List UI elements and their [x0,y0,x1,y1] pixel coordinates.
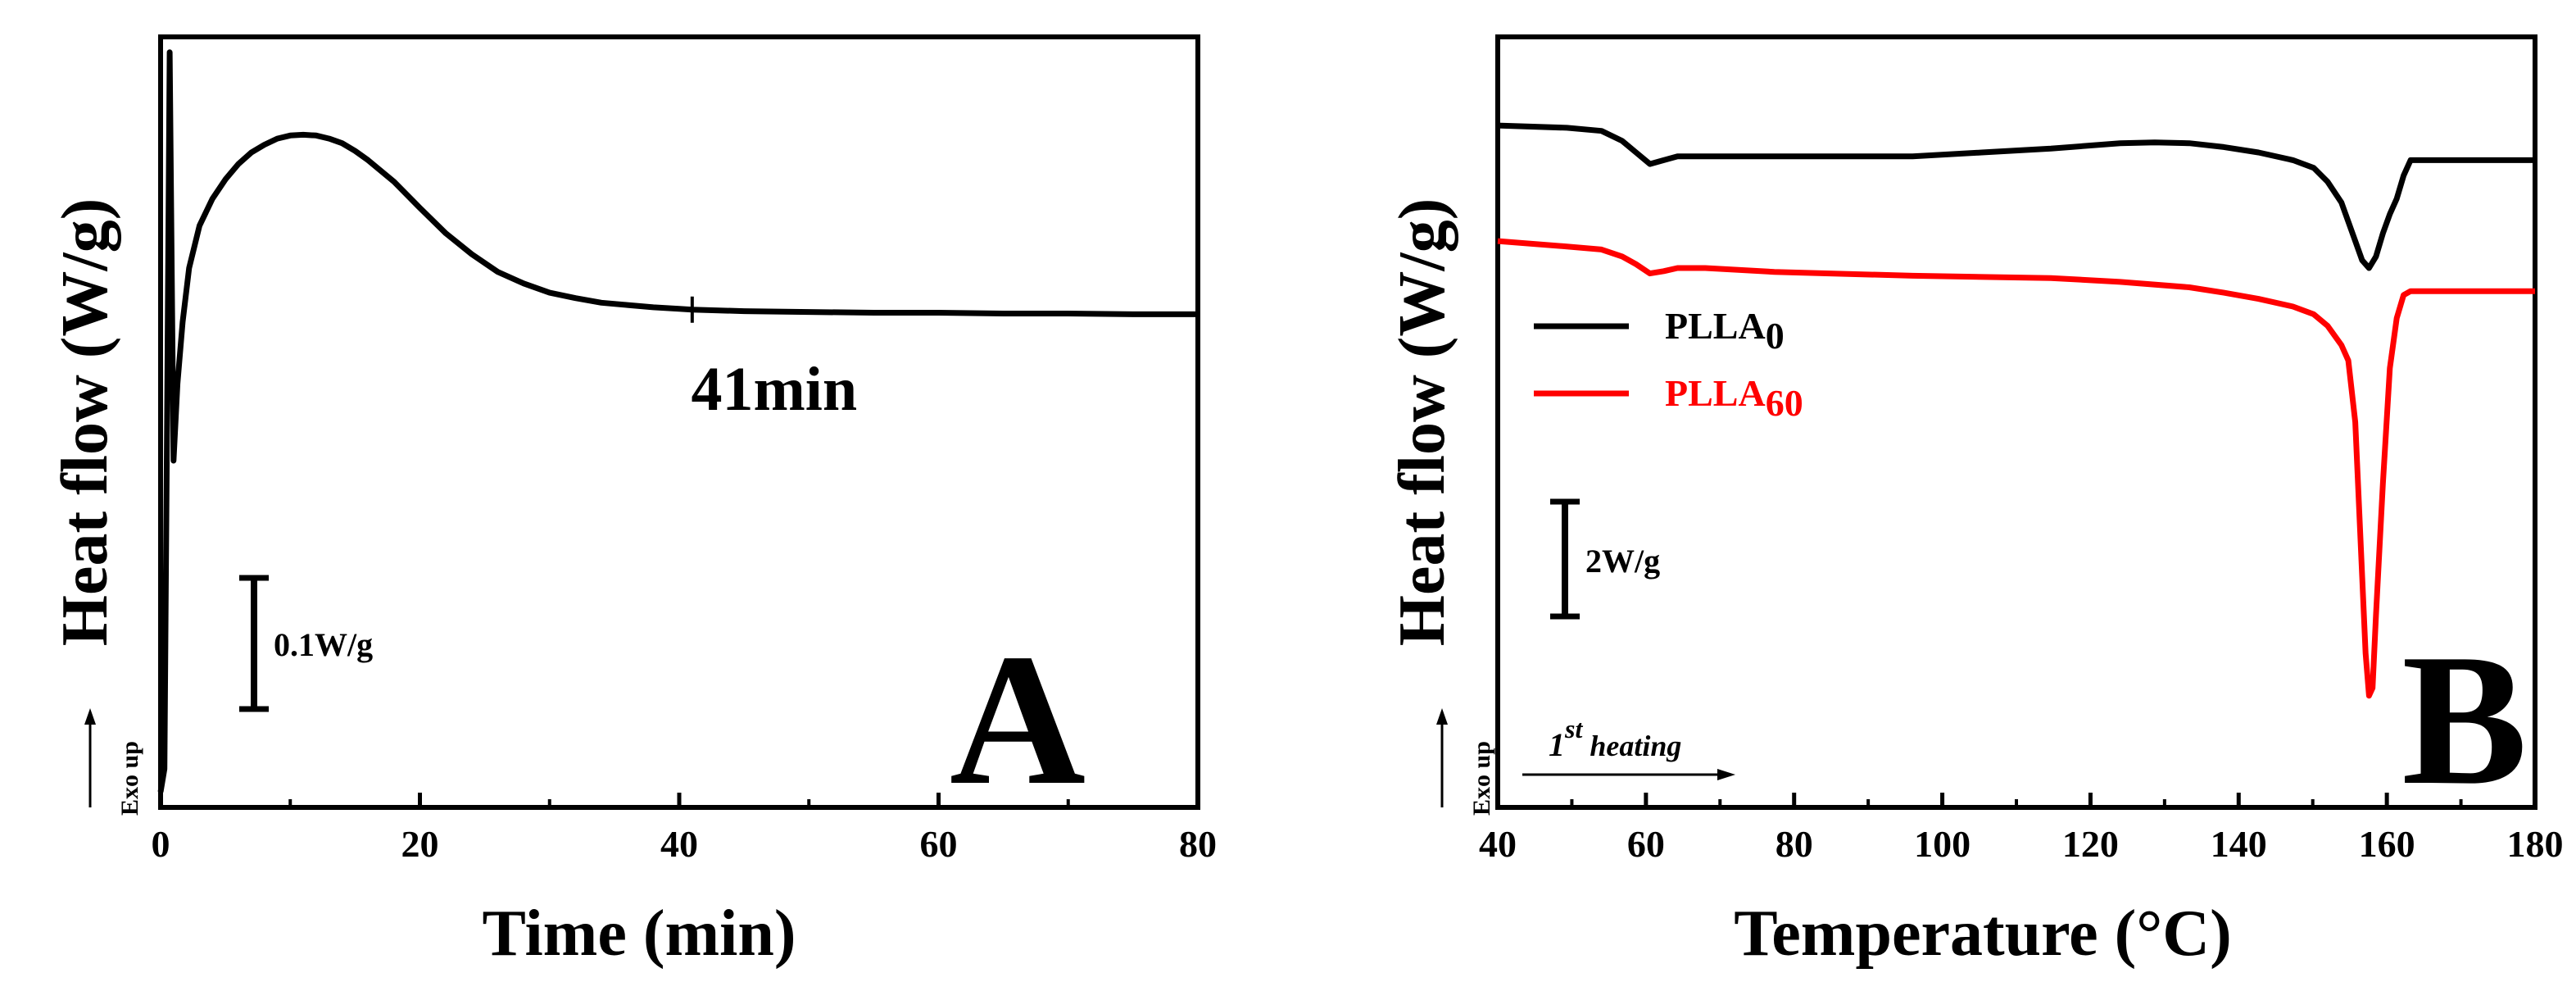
panel-b-y-axis-label: Heat flow (W/g) [1386,198,1458,647]
x-tick-label: 60 [920,823,958,865]
panel-b-exo-up-label: Exo up [1468,741,1495,816]
x-tick-label: 160 [2359,823,2415,865]
panel-b-series-plla0 [1497,122,2535,271]
panel-a-x-ticks [158,793,1200,807]
panel-b-scale-bar-label: 2W/g [1585,543,1660,580]
x-tick-label: 120 [2062,823,2119,865]
panel-a-x-axis-label: Time (min) [483,898,796,970]
legend-label-plla0: PLLA0 [1665,305,1785,357]
panel-a-scale-bar-label: 0.1W/g [274,626,373,663]
panel-a-y-axis-label: Heat flow (W/g) [49,198,121,647]
panel-b-heating-arrow [1522,769,1735,780]
panel-b-x-axis-label: Temperature (°C) [1734,898,2231,970]
panel-a-scale-bar [239,575,269,712]
x-tick-label: 80 [1776,823,1813,865]
x-tick-label: 140 [2211,823,2267,865]
panel-a-letter: A [950,615,1086,824]
x-tick-label: 20 [401,823,439,865]
panel-b-series-plla60 [1497,238,2535,699]
panel-b-exo-up-arrow [1436,708,1448,807]
panel-b: 40 60 80 100 120 140 160 180 PLLA0 PLLA60 2W/g … [1386,34,2564,970]
panel-b-x-tick-labels: 40 60 80 100 120 140 160 180 [1479,823,2564,865]
panel-b-heating-label: 1st heating [1549,714,1681,763]
x-tick-label: 180 [2507,823,2564,865]
panel-b-scale-bar [1550,498,1580,620]
x-tick-label: 60 [1627,823,1665,865]
panel-a-series-line [157,49,1198,793]
panel-b-letter: B [2401,615,2527,824]
panel-a-41min-label: 41min [691,355,857,424]
panel-a-exo-up-arrow [84,708,96,807]
panel-a-exo-up-label: Exo up [116,741,143,816]
x-tick-label: 40 [1479,823,1517,865]
panel-b-x-ticks [1495,793,2537,807]
x-tick-label: 100 [1914,823,1971,865]
x-tick-label: 0 [152,823,170,865]
panel-b-legend: PLLA0 PLLA60 [1534,305,1803,424]
panel-a: 0 20 40 60 80 41min 0.1W/g Exo up Heat flow … [49,34,1218,970]
x-tick-label: 80 [1179,823,1217,865]
panel-a-x-tick-labels: 0 20 40 60 80 [152,823,1218,865]
x-tick-label: 40 [660,823,698,865]
legend-label-plla60: PLLA60 [1665,372,1803,424]
